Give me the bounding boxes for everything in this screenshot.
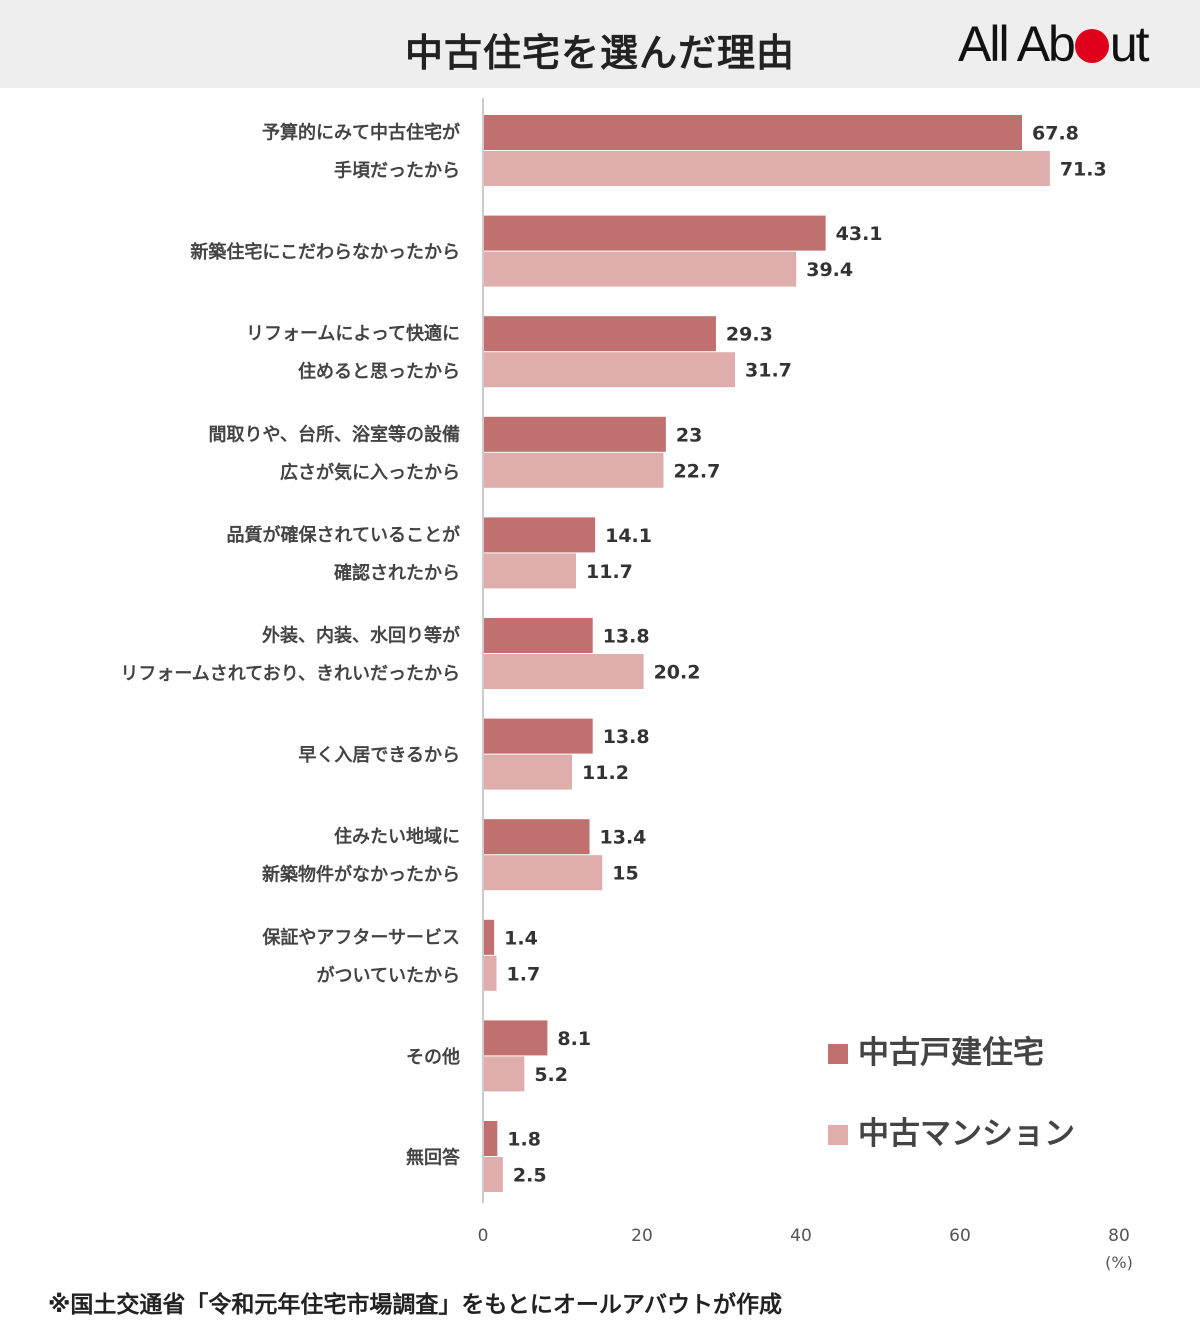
data-label-2-5: 11.7: [586, 561, 633, 583]
bar-2-5: [483, 553, 577, 589]
data-label-1-3: 29.3: [726, 324, 773, 346]
category-label-5-2: 確認されたから: [334, 562, 460, 584]
header-bar: 中古住宅を選んだ理由 All Ab ut: [0, 0, 1200, 88]
data-label-2-6: 20.2: [654, 662, 701, 684]
bar-1-3: [483, 316, 716, 352]
category-label-10-1: その他: [406, 1046, 460, 1068]
bar-2-7: [483, 754, 573, 790]
category-label-9-1: 保証やアフターサービス: [261, 926, 460, 948]
data-label-1-11: 1.8: [507, 1129, 541, 1151]
x-axis-unit: (%): [1105, 1253, 1133, 1272]
data-label-1-5: 14.1: [605, 525, 652, 547]
data-label-2-11: 2.5: [513, 1165, 547, 1187]
category-label-4-1: 間取りや、台所、浴室等の設備: [209, 423, 460, 445]
legend-item-series2: 中古マンション: [828, 1108, 1075, 1153]
category-label-8-1: 住みたい地域に: [334, 826, 460, 848]
category-label-9-2: がついていたから: [317, 964, 460, 986]
bar-2-8: [483, 855, 603, 891]
data-label-1-9: 1.4: [504, 927, 538, 949]
x-tick-label-3: 40: [790, 1226, 812, 1246]
category-label-2-1: 新築住宅にこだわらなかったから: [190, 241, 460, 263]
bar-1-9: [483, 919, 495, 955]
data-label-2-1: 71.3: [1060, 159, 1107, 181]
logo-dot-icon: [1074, 29, 1109, 63]
x-tick-label-2: 20: [631, 1226, 653, 1246]
bar-2-9: [483, 955, 497, 991]
bar-2-4: [483, 452, 664, 488]
data-label-1-2: 43.1: [836, 223, 883, 245]
category-label-11-1: 無回答: [406, 1147, 461, 1169]
data-label-1-1: 67.8: [1032, 123, 1079, 145]
logo-text-start: All Ab: [958, 16, 1076, 72]
data-label-2-9: 1.7: [507, 963, 541, 985]
category-label-6-1: 外装、内装、水回り等が: [262, 625, 460, 647]
data-label-1-4: 23: [676, 424, 702, 446]
bar-1-6: [483, 618, 593, 653]
category-label-7-1: 早く入居できるから: [298, 745, 460, 766]
bar-1-2: [483, 215, 826, 251]
bar-2-11: [483, 1157, 503, 1192]
legend-swatch-series1: [828, 1044, 848, 1064]
x-tick-label-4: 60: [949, 1226, 971, 1246]
bar-2-1: [483, 151, 1050, 186]
data-label-1-7: 13.8: [603, 726, 650, 748]
category-label-5-1: 品質が確保されていることが: [227, 524, 460, 546]
data-label-2-7: 11.2: [582, 762, 629, 784]
legend-swatch-series2: [828, 1125, 848, 1145]
bar-1-4: [483, 416, 666, 452]
bar-1-10: [483, 1020, 548, 1056]
category-label-3-2: 住めると思ったから: [298, 361, 460, 383]
legend-label-series2: 中古マンション: [858, 1116, 1075, 1152]
data-label-1-10: 8.1: [557, 1028, 591, 1050]
category-label-3-1: リフォームによって快適に: [246, 323, 460, 345]
data-label-2-8: 15: [612, 863, 638, 885]
logo-text-end: ut: [1109, 16, 1150, 72]
bar-2-6: [483, 654, 644, 689]
bar-1-5: [483, 517, 596, 553]
category-label-6-2: リフォームされており、きれいだったから: [120, 664, 460, 685]
data-label-1-8: 13.4: [600, 827, 647, 849]
source-footnote: ※国土交通省「令和元年住宅市場調査」をもとにオールアバウトが作成: [48, 1292, 782, 1318]
data-label-2-4: 22.7: [673, 460, 720, 482]
bar-1-8: [483, 819, 590, 855]
bar-1-7: [483, 718, 593, 754]
bar-1-11: [483, 1121, 498, 1156]
bar-2-2: [483, 251, 797, 287]
chart-title: 中古住宅を選んだ理由: [404, 31, 795, 75]
data-label-2-10: 5.2: [534, 1064, 568, 1086]
legend-label-series1: 中古戸建住宅: [858, 1035, 1044, 1071]
bar-2-10: [483, 1056, 525, 1092]
bar-2-3: [483, 352, 736, 388]
data-label-1-6: 13.8: [603, 626, 650, 648]
category-label-1-1: 予算的にみて中古住宅が: [262, 122, 460, 144]
category-label-4-2: 広さが気に入ったから: [280, 461, 460, 483]
x-tick-label-5: 80: [1108, 1226, 1130, 1246]
bar-1-1: [483, 115, 1023, 150]
x-tick-label-1: 0: [478, 1226, 489, 1246]
data-label-2-3: 31.7: [745, 360, 792, 382]
data-label-2-2: 39.4: [806, 259, 853, 281]
legend-item-series1: 中古戸建住宅: [828, 1027, 1044, 1072]
category-label-8-2: 新築物件がなかったから: [262, 864, 460, 886]
allabout-logo: All Ab ut: [958, 14, 1150, 74]
category-label-1-2: 手頃だったから: [334, 160, 460, 182]
